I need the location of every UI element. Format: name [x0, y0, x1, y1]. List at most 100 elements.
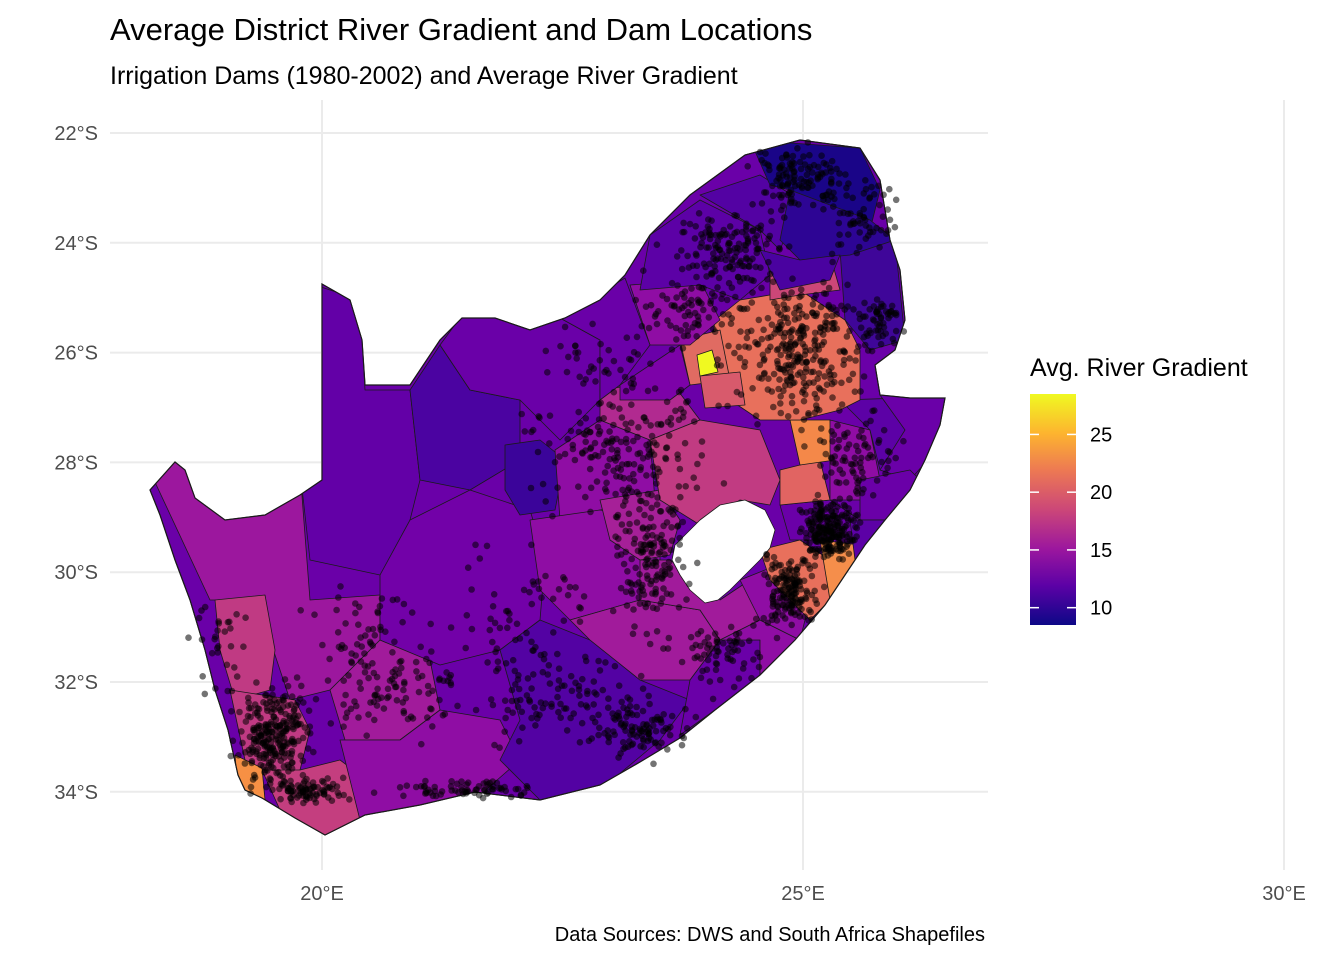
dam-point	[734, 273, 742, 281]
dam-point	[695, 210, 703, 217]
dam-point	[782, 382, 789, 389]
x-tick-label: 20°E	[300, 883, 344, 905]
dam-point	[800, 374, 807, 381]
dam-point	[843, 445, 851, 452]
dam-point	[755, 316, 763, 324]
dam-point	[294, 699, 301, 706]
dam-point	[829, 312, 836, 320]
dam-point	[278, 730, 285, 737]
dam-point	[763, 551, 771, 559]
dam-point	[811, 587, 818, 595]
dam-point	[665, 432, 673, 440]
dam-point	[417, 643, 425, 651]
dam-point	[783, 151, 790, 158]
dam-point	[727, 623, 735, 631]
dam-point	[840, 546, 847, 553]
dam-point	[879, 213, 887, 220]
dam-point	[483, 542, 491, 550]
dam-point	[716, 676, 724, 684]
dam-point	[698, 300, 705, 307]
dam-point	[519, 724, 526, 731]
dam-point	[628, 555, 635, 563]
dam-point	[542, 347, 550, 355]
dam-point	[530, 671, 537, 678]
dam-point	[640, 743, 647, 751]
dam-point	[826, 520, 833, 528]
dam-point	[555, 708, 562, 716]
dam-point	[425, 690, 432, 697]
dam-point	[396, 658, 404, 666]
legend-tick-label: 15	[1090, 540, 1112, 562]
legend-tick-label: 20	[1090, 482, 1112, 504]
dam-point	[443, 669, 450, 676]
dam-point	[866, 195, 873, 202]
dam-point	[630, 437, 637, 445]
dam-point	[711, 630, 719, 637]
dam-point	[534, 448, 542, 456]
dam-point	[501, 697, 509, 704]
dam-point	[528, 685, 535, 692]
dam-point	[455, 789, 462, 796]
dam-point	[686, 220, 694, 228]
dam-point	[549, 595, 557, 603]
dam-point	[273, 722, 281, 730]
dam-point	[655, 308, 662, 315]
dam-point	[692, 223, 699, 230]
dam-point	[253, 679, 260, 686]
dam-point	[820, 583, 828, 591]
dam-point	[584, 690, 591, 698]
dam-point	[811, 562, 819, 569]
dam-point	[835, 534, 842, 541]
dam-point	[778, 601, 786, 609]
dam-point	[446, 674, 453, 681]
dam-point	[767, 208, 775, 215]
dam-point	[711, 263, 718, 270]
dam-point	[787, 199, 795, 207]
dam-point	[795, 201, 802, 208]
dam-point	[567, 427, 575, 435]
dam-point	[357, 658, 365, 665]
dam-point	[777, 393, 784, 400]
dam-point	[642, 499, 650, 507]
dam-point	[736, 354, 744, 362]
dam-point	[828, 157, 836, 165]
dam-point	[551, 458, 559, 466]
dam-point	[352, 609, 359, 617]
dam-point	[271, 696, 278, 704]
dam-point	[614, 446, 621, 454]
y-axis-labels: 22°S 24°S 26°S 28°S 30°S 32°S 34°S	[54, 123, 98, 804]
dam-point	[762, 150, 769, 157]
dam-point	[715, 274, 723, 282]
dam-point	[674, 282, 681, 289]
district-johannesburg	[696, 349, 719, 377]
dam-point	[255, 705, 263, 713]
dam-point	[486, 626, 494, 634]
dam-point	[622, 588, 630, 596]
district-zf-mgcawu	[299, 279, 421, 576]
dam-point	[787, 334, 795, 341]
dam-point	[784, 413, 792, 420]
dam-point	[512, 636, 519, 644]
dam-point	[334, 629, 342, 636]
dam-point	[716, 231, 723, 239]
dam-point	[625, 510, 633, 518]
dam-point	[754, 341, 762, 348]
dam-point	[875, 333, 882, 341]
dam-point	[590, 365, 597, 372]
dam-point	[780, 387, 787, 395]
dam-point	[639, 547, 646, 554]
dam-point	[288, 750, 296, 758]
dam-point	[554, 650, 561, 658]
dam-point	[280, 754, 288, 761]
dam-point	[575, 483, 582, 491]
dam-point	[691, 309, 699, 317]
dam-point	[822, 450, 830, 458]
dam-point	[571, 342, 579, 350]
dam-point	[389, 649, 396, 656]
dam-point	[774, 608, 782, 616]
dam-point	[546, 440, 553, 447]
dam-point	[842, 479, 850, 486]
dam-point	[212, 633, 219, 640]
dam-point	[615, 709, 622, 717]
dam-point	[643, 722, 650, 729]
